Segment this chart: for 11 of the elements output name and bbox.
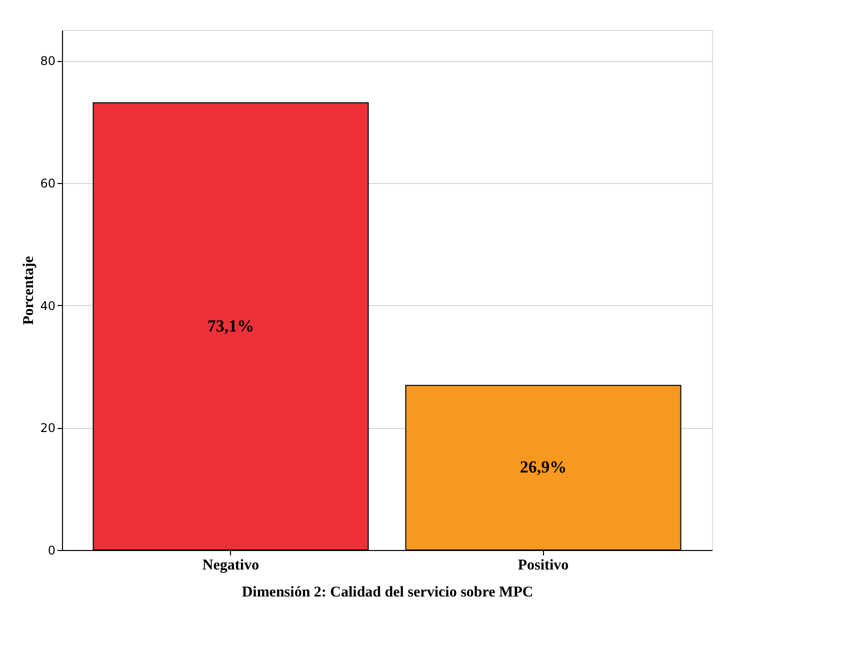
x-tick-label: Negativo bbox=[202, 558, 260, 574]
y-axis-title: Porcentaje bbox=[21, 256, 38, 325]
y-tick-label: 40 bbox=[40, 298, 56, 313]
y-tick-label: 20 bbox=[40, 421, 56, 436]
x-tick-label: Positivo bbox=[518, 558, 569, 574]
x-axis-title: Dimensión 2: Calidad del servicio sobre MPC bbox=[242, 584, 534, 600]
data-label: 26,9% bbox=[520, 458, 567, 477]
y-tick-label: 80 bbox=[40, 54, 56, 68]
y-tick-label: 60 bbox=[40, 176, 56, 190]
data-label: 73,1% bbox=[207, 316, 254, 336]
y-tick-label: 0 bbox=[48, 544, 56, 558]
